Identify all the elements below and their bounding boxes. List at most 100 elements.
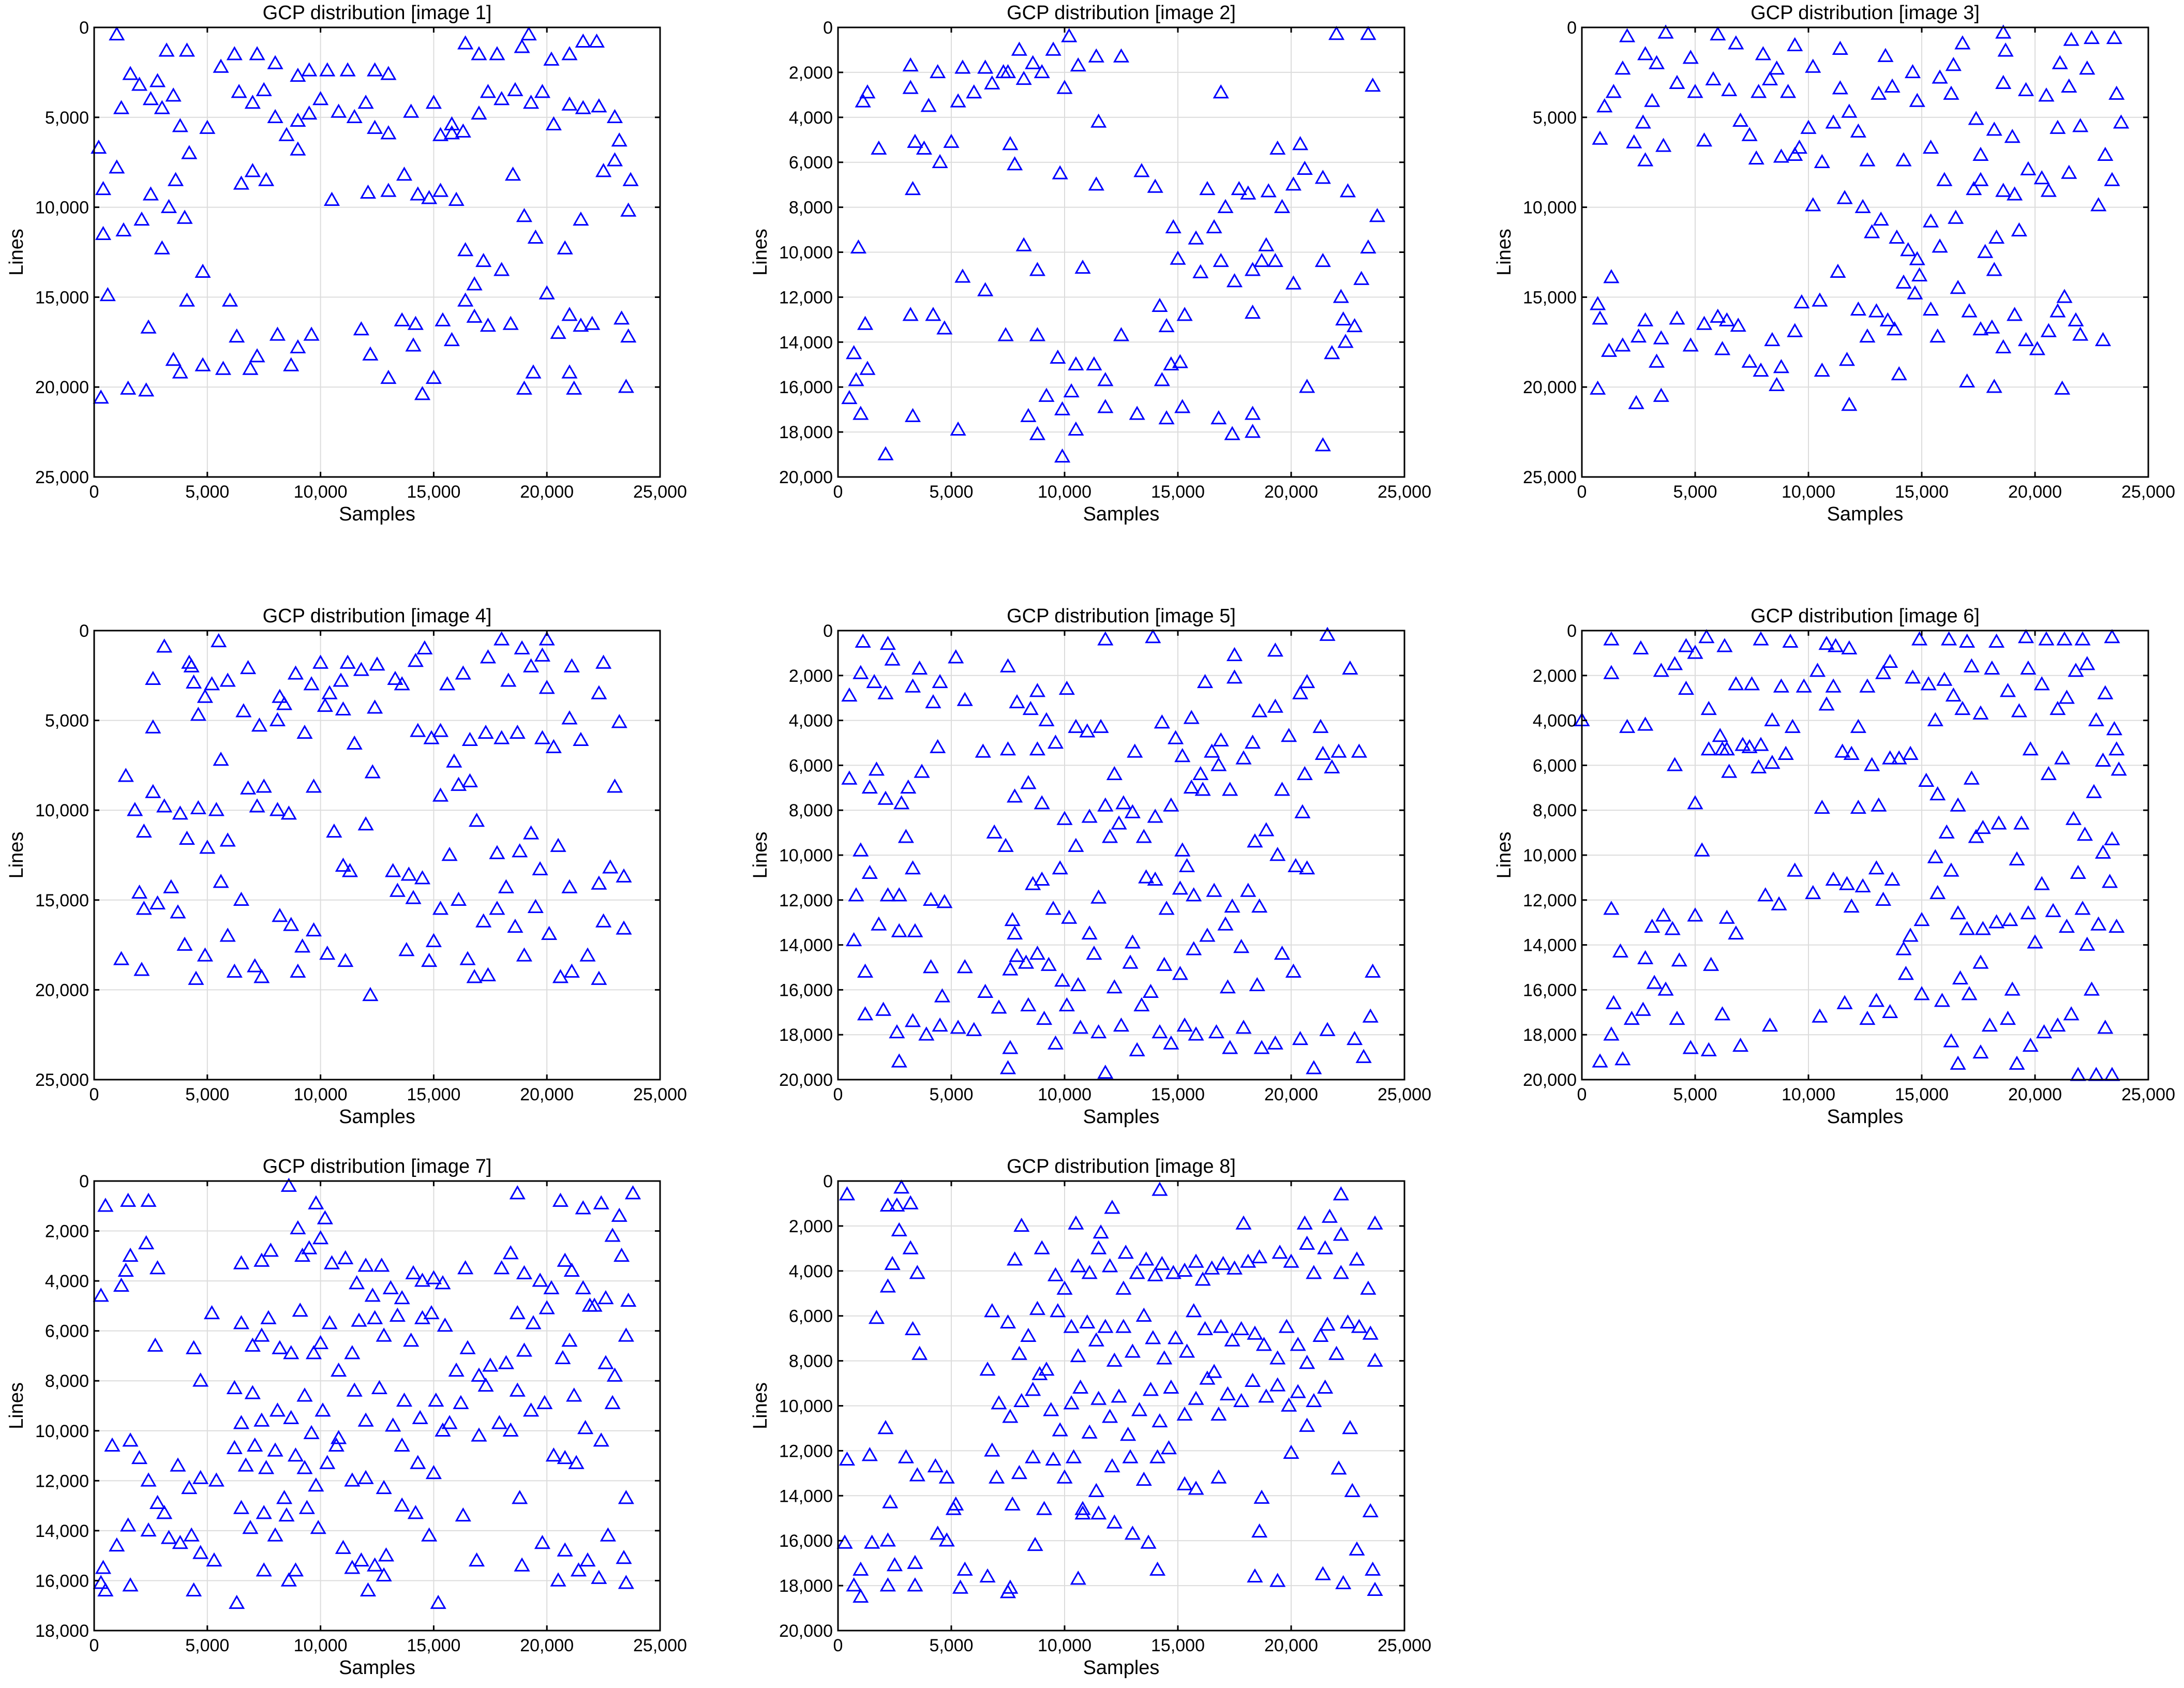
data-point-triangle-icon — [489, 46, 505, 61]
data-point-triangle-icon — [1927, 849, 1943, 863]
y-tick-label: 8,000 — [1533, 801, 1577, 820]
data-point-triangle-icon — [1319, 1317, 1336, 1331]
data-point-triangle-icon — [1714, 741, 1731, 756]
data-point-triangle-icon — [425, 369, 442, 384]
data-point-triangle-icon — [1034, 871, 1050, 886]
data-point-triangle-icon — [950, 93, 966, 108]
data-point-triangle-icon — [879, 636, 896, 650]
data-point-triangle-icon — [1147, 178, 1163, 193]
data-point-triangle-icon — [1764, 712, 1781, 726]
data-point-triangle-icon — [425, 94, 442, 109]
data-point-triangle-icon — [1312, 719, 1329, 733]
y-tick-label: 18,000 — [1523, 1025, 1577, 1045]
data-point-triangle-icon — [948, 1496, 964, 1511]
data-point-triangle-icon — [1176, 1017, 1193, 1032]
data-point-triangle-icon — [1836, 995, 1853, 1009]
data-point-triangle-icon — [1959, 633, 1976, 648]
data-point-triangle-icon — [203, 676, 220, 691]
y-tick-label: 25,000 — [1523, 468, 1577, 487]
data-point-triangle-icon — [1106, 766, 1123, 781]
data-point-triangle-icon — [249, 348, 265, 363]
data-point-triangle-icon — [2040, 323, 2057, 337]
data-point-triangle-icon — [1728, 925, 1744, 940]
data-point-triangle-icon — [346, 735, 363, 750]
data-point-triangle-icon — [407, 653, 424, 667]
data-point-triangle-icon — [131, 1450, 148, 1465]
data-point-triangle-icon — [1199, 181, 1216, 196]
data-point-triangle-icon — [561, 879, 578, 893]
data-point-triangle-icon — [1843, 745, 1860, 760]
data-point-triangle-icon — [156, 1505, 173, 1519]
data-point-triangle-icon — [954, 268, 971, 283]
data-point-triangle-icon — [1138, 869, 1155, 884]
data-point-triangle-icon — [1165, 219, 1181, 233]
data-point-triangle-icon — [2072, 326, 2089, 341]
data-point-triangle-icon — [1102, 1409, 1118, 1423]
data-point-triangle-icon — [1097, 631, 1114, 646]
data-point-triangle-icon — [839, 1186, 856, 1201]
data-point-triangle-icon — [861, 864, 878, 879]
data-point-triangle-icon — [1244, 262, 1261, 276]
data-point-triangle-icon — [1367, 1352, 1383, 1367]
data-point-triangle-icon — [1002, 1040, 1019, 1054]
data-point-triangle-icon — [1070, 1348, 1086, 1363]
chart-title: GCP distribution [image 2] — [1007, 2, 1236, 24]
chart-2: 0 5,000 10,000 15,000 20,000 25,000 0 2,000 4,00… — [750, 2, 1431, 525]
data-point-triangle-icon — [1836, 190, 1853, 204]
data-point-triangle-icon — [1705, 71, 1722, 86]
data-point-triangle-icon — [1052, 1422, 1068, 1437]
data-point-triangle-icon — [1612, 943, 1629, 958]
data-point-triangle-icon — [1170, 250, 1186, 265]
data-point-triangle-icon — [308, 1195, 324, 1209]
data-point-triangle-icon — [199, 119, 216, 134]
y-tick-label: 10,000 — [779, 243, 833, 263]
data-point-triangle-icon — [1922, 213, 1939, 228]
data-point-triangle-icon — [877, 1420, 894, 1435]
data-point-triangle-icon — [1614, 60, 1631, 75]
data-point-triangle-icon — [1312, 1327, 1329, 1342]
data-point-triangle-icon — [195, 357, 211, 371]
data-point-triangle-icon — [616, 868, 632, 883]
data-point-triangle-icon — [1124, 1343, 1141, 1358]
data-point-triangle-icon — [1637, 950, 1654, 964]
data-point-triangle-icon — [1196, 674, 1214, 689]
data-point-triangle-icon — [91, 139, 107, 154]
data-point-triangle-icon — [2090, 197, 2107, 212]
data-point-triangle-icon — [1360, 239, 1377, 254]
data-point-triangle-icon — [1299, 1354, 1315, 1369]
data-point-triangle-icon — [1757, 887, 1774, 902]
data-point-triangle-icon — [1362, 1503, 1379, 1517]
data-point-triangle-icon — [561, 46, 578, 61]
data-point-triangle-icon — [618, 379, 634, 393]
data-point-triangle-icon — [357, 1258, 374, 1272]
data-point-triangle-icon — [1174, 748, 1191, 763]
data-point-triangle-icon — [1009, 948, 1025, 962]
data-point-triangle-icon — [999, 1584, 1016, 1599]
data-point-triangle-icon — [1991, 815, 2007, 830]
data-point-triangle-icon — [229, 328, 245, 343]
data-point-triangle-icon — [561, 96, 578, 111]
data-point-triangle-icon — [183, 1527, 200, 1542]
data-point-triangle-icon — [176, 936, 193, 951]
data-point-triangle-icon — [877, 790, 894, 805]
data-point-triangle-icon — [1283, 1253, 1299, 1268]
data-point-triangle-icon — [1115, 1319, 1132, 1333]
data-point-triangle-icon — [283, 1345, 300, 1360]
data-point-triangle-icon — [226, 963, 243, 978]
data-point-triangle-icon — [1886, 321, 1903, 336]
data-point-triangle-icon — [353, 1552, 369, 1567]
data-point-triangle-icon — [1168, 1330, 1184, 1345]
data-point-triangle-icon — [213, 58, 229, 73]
data-point-triangle-icon — [346, 1382, 363, 1397]
data-point-triangle-icon — [2104, 172, 2120, 186]
x-tick-label: 0 — [833, 1636, 843, 1655]
data-point-triangle-icon — [1072, 1020, 1089, 1034]
data-point-triangle-icon — [2074, 901, 2091, 915]
data-point-triangle-icon — [1222, 1040, 1238, 1054]
data-point-triangle-icon — [1854, 878, 1871, 893]
x-tick-label: 10,000 — [294, 1085, 348, 1104]
data-point-triangle-icon — [172, 805, 188, 820]
data-point-triangle-icon — [1124, 1526, 1141, 1540]
data-point-triangle-icon — [2068, 663, 2084, 677]
data-point-triangle-icon — [1984, 319, 2000, 334]
